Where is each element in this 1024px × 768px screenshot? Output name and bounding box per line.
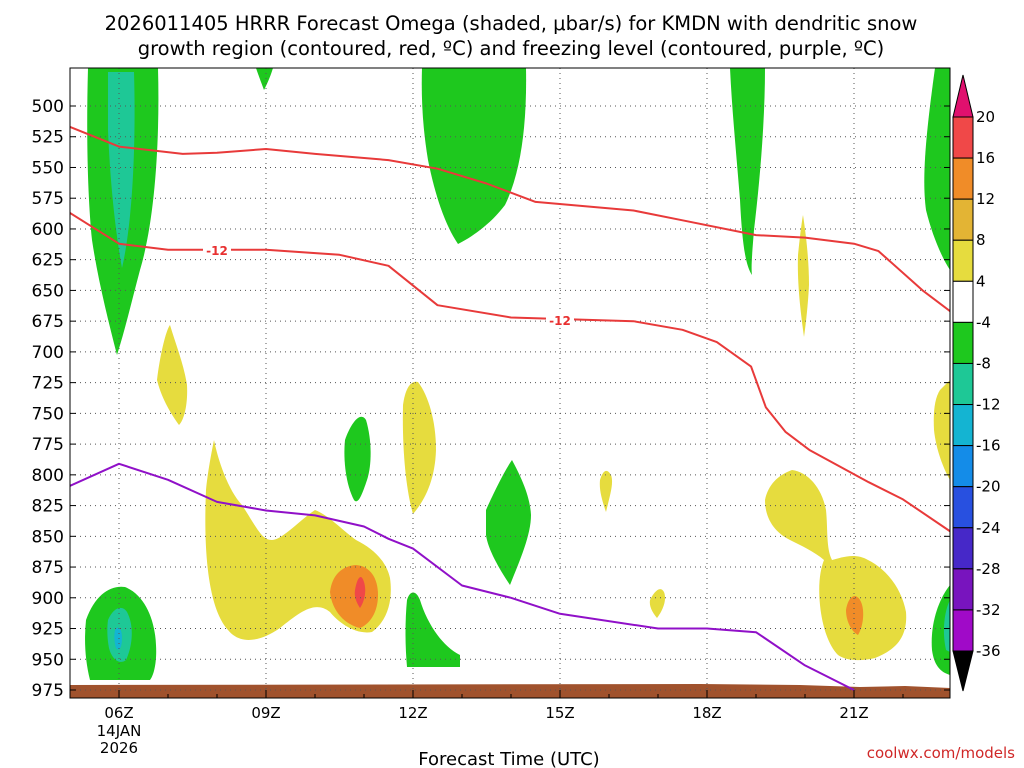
colorbar-label: 8	[976, 231, 986, 249]
omega-shading	[70, 68, 950, 698]
contour-label-bg	[203, 241, 231, 257]
omega-region-cyan	[114, 627, 122, 650]
contour-label-bg	[546, 311, 574, 327]
colorbar-label: -20	[976, 478, 1001, 496]
colorbar-segment	[952, 527, 974, 570]
y-tick-label: 650	[32, 281, 64, 301]
colorbar-segment	[952, 74, 974, 118]
y-tick-label: 850	[32, 527, 64, 547]
colorbar-segment	[952, 239, 974, 282]
omega-region-yellow	[933, 380, 950, 480]
y-tick-label: 700	[32, 343, 64, 363]
omega-region-yellow	[157, 325, 188, 425]
omega-region-green	[486, 460, 531, 585]
y-tick-label: 800	[32, 466, 64, 486]
omega-region-yellow	[797, 215, 809, 337]
plot-area	[70, 68, 950, 698]
colorbar-label: -4	[976, 313, 991, 331]
colorbar-label: 12	[976, 190, 995, 208]
omega-region-yellow	[649, 589, 666, 618]
y-tick-label: 625	[32, 251, 64, 271]
y-tick-label: 500	[32, 97, 64, 117]
colorbar-segment	[952, 362, 974, 406]
freezing-level-contour	[70, 462, 855, 691]
colorbar-label: -12	[976, 396, 1001, 414]
omega-region-green	[730, 68, 765, 275]
y-tick-label: 925	[32, 620, 64, 640]
omega-region-red	[354, 576, 366, 608]
omega-region-green	[256, 68, 273, 90]
omega-region-green	[924, 68, 950, 270]
colorbar-segment	[952, 198, 974, 241]
colorbar-segment	[952, 609, 974, 652]
contour-label: -12	[206, 244, 228, 258]
y-tick-label: 575	[32, 189, 64, 209]
y-axis: 500 525 550 575 600 625 650 675 700 725 750 775 800 8…	[32, 97, 950, 701]
y-tick-label: 525	[32, 128, 64, 148]
colorbar-label: -32	[976, 601, 1001, 619]
y-tick-label: 550	[32, 158, 64, 178]
x-tick-date-label: 14JAN	[97, 722, 142, 740]
y-tick-label: 875	[32, 558, 64, 578]
omega-region-green	[421, 68, 527, 244]
x-tick-label: 12Z	[398, 704, 427, 722]
colorbar-segment	[952, 568, 974, 611]
dgz-upper-contour	[70, 125, 950, 313]
y-tick-label: 750	[32, 404, 64, 424]
chart-title-line-1: 2026011405 HRRR Forecast Omega (shaded, …	[105, 12, 918, 35]
colorbar-label: 20	[976, 108, 995, 126]
x-tick-label: 06Z	[104, 704, 133, 722]
colorbar-label: -36	[976, 642, 1001, 660]
omega-region-yellow	[402, 381, 436, 514]
gridlines	[70, 68, 950, 698]
omega-region-green	[405, 592, 460, 667]
terrain-bar	[70, 684, 950, 698]
x-tick-year-label: 2026	[100, 739, 138, 757]
omega-region-green	[931, 585, 950, 675]
colorbar-segment	[952, 445, 974, 488]
colorbar-label: -8	[976, 354, 991, 372]
contour-labels: -12 -12	[203, 241, 574, 328]
x-tick-label: 15Z	[545, 704, 574, 722]
colorbar-label: -24	[976, 519, 1001, 537]
y-tick-label: 825	[32, 497, 64, 517]
colorbar-segment	[952, 321, 974, 364]
dgz-lower-contour	[70, 212, 950, 533]
y-tick-label: 725	[32, 374, 64, 394]
y-tick-label: 600	[32, 220, 64, 240]
y-tick-label: 900	[32, 589, 64, 609]
x-tick-label: 21Z	[839, 704, 868, 722]
colorbar-segment	[952, 157, 974, 200]
omega-region-yellow	[599, 470, 613, 512]
y-tick-label: 950	[32, 650, 64, 670]
colorbar-segment	[952, 650, 974, 692]
y-tick-label: 975	[32, 681, 64, 701]
omega-region-teal	[943, 600, 950, 652]
omega-region-green	[344, 416, 371, 502]
colorbar-segment	[952, 486, 974, 529]
contours	[70, 125, 950, 691]
colorbar-label: -28	[976, 560, 1001, 578]
x-tick-label: 09Z	[251, 704, 280, 722]
omega-region-orange	[846, 596, 864, 635]
x-tick-label: 18Z	[692, 704, 721, 722]
x-axis-title: Forecast Time (UTC)	[418, 749, 599, 768]
colorbar-segment	[952, 404, 974, 447]
credit-text: coolwx.com/models	[867, 744, 1015, 762]
chart-title-line-2: growth region (contoured, red, ºC) and f…	[138, 37, 885, 60]
colorbar-segment	[952, 116, 974, 159]
colorbar: 20 16 12 8 4 -4 -8 -12 -16 -20 -24 -28 -32 -36	[952, 74, 1001, 692]
colorbar-label: 16	[976, 149, 995, 167]
colorbar-label: 4	[976, 272, 986, 290]
colorbar-label: -16	[976, 437, 1001, 455]
omega-region-yellow	[765, 470, 907, 661]
y-tick-label: 775	[32, 435, 64, 455]
y-tick-label: 675	[32, 312, 64, 332]
colorbar-segment	[952, 280, 974, 323]
omega-region-teal	[108, 72, 135, 268]
contour-label: -12	[549, 314, 571, 328]
omega-region-orange	[330, 565, 378, 628]
